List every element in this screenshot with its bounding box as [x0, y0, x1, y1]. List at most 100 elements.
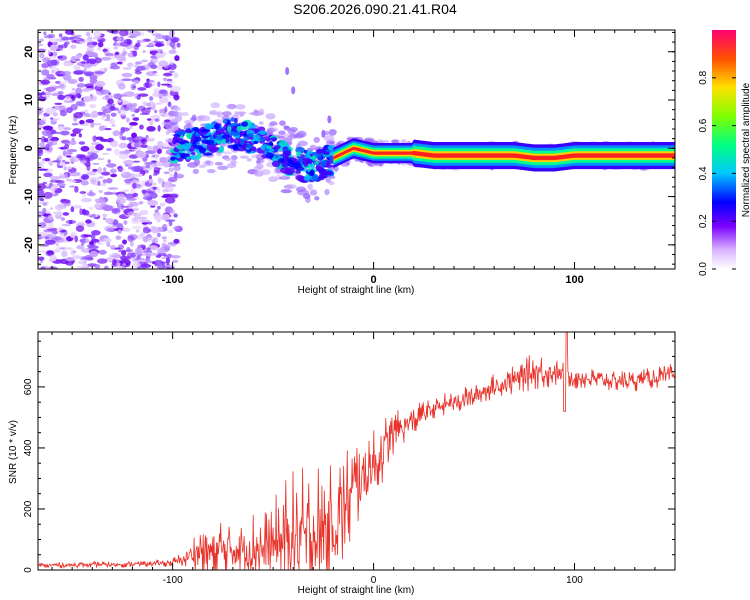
noise-blob — [121, 72, 133, 78]
noise-blob — [122, 159, 134, 165]
noise-blob — [86, 192, 96, 197]
noise-blob — [133, 79, 140, 84]
noise-blob — [59, 81, 68, 84]
noise-blob — [71, 96, 75, 100]
noise-blob — [142, 250, 153, 253]
noise-blob — [49, 175, 61, 181]
noise-blob — [111, 124, 116, 127]
core-blob — [227, 125, 232, 133]
noise-blob — [161, 242, 167, 248]
noise-blob — [164, 106, 168, 113]
noise-blob — [134, 197, 140, 200]
core-blob — [246, 144, 254, 149]
core-blob — [200, 129, 211, 133]
noise-blob — [86, 244, 95, 248]
noise-blob — [132, 50, 138, 57]
noise-blob — [130, 83, 137, 91]
noise-blob — [88, 206, 94, 210]
halo-blob — [258, 121, 264, 125]
noise-blob — [101, 96, 107, 100]
core-blob — [192, 127, 199, 132]
noise-blob — [169, 41, 176, 48]
halo-blob — [305, 196, 311, 203]
noise-blob — [118, 30, 129, 37]
noise-blob — [165, 80, 174, 84]
snr-ylabel: SNR (10 * v/v) — [8, 420, 19, 484]
noise-blob — [76, 154, 84, 159]
core-blob — [206, 144, 212, 151]
halo-blob — [191, 114, 197, 122]
noise-blob — [150, 192, 158, 199]
noise-blob — [64, 161, 71, 165]
noise-blob — [85, 156, 91, 163]
snr-xlabel: Height of straight line (km) — [298, 585, 415, 596]
noise-blob — [64, 96, 72, 102]
noise-blob — [162, 72, 173, 77]
halo-blob — [226, 163, 237, 169]
noise-blob — [158, 112, 164, 116]
noise-blob — [118, 249, 128, 253]
noise-blob — [106, 103, 116, 107]
noise-blob — [161, 236, 168, 240]
noise-blob — [172, 259, 179, 263]
noise-blob — [45, 210, 51, 214]
noise-blob — [52, 112, 58, 117]
core-blob — [265, 145, 272, 149]
noise-blob — [73, 34, 82, 38]
noise-blob — [41, 69, 50, 76]
noise-blob — [38, 192, 45, 197]
core-blob — [318, 174, 325, 181]
noise-blob — [167, 229, 174, 234]
noise-blob — [131, 165, 142, 173]
noise-blob — [110, 173, 118, 178]
noise-blob — [88, 95, 98, 102]
colorbar-tick-label: 0.2 — [698, 214, 709, 228]
halo-blob — [182, 112, 189, 117]
noise-blob — [44, 226, 54, 230]
noise-blob — [116, 94, 128, 97]
noise-blob — [83, 38, 94, 43]
noise-blob — [61, 223, 72, 227]
noise-blob — [63, 143, 70, 150]
core-blob — [176, 154, 181, 159]
halo-blob — [173, 165, 181, 172]
core-blob — [259, 137, 266, 142]
noise-blob — [107, 98, 114, 105]
noise-blob — [41, 94, 46, 97]
core-blob — [271, 160, 281, 168]
noise-blob — [64, 247, 74, 250]
noise-blob — [59, 110, 67, 117]
noise-blob — [52, 51, 58, 57]
snr-ticks: -100 0 100 0 200 400 600 — [23, 332, 676, 586]
noise-blob — [147, 146, 153, 151]
noise-blob — [42, 125, 54, 131]
noise-blob — [59, 185, 66, 188]
noise-blob — [168, 173, 174, 178]
noise-blob — [168, 49, 177, 55]
noise-blob — [142, 101, 147, 106]
noise-blob — [55, 210, 63, 216]
halo-blob — [324, 188, 330, 196]
noise-blob — [118, 83, 126, 90]
spectrogram-xlabel: Height of straight line (km) — [298, 285, 415, 296]
noise-blob — [48, 141, 54, 147]
noise-blob — [44, 148, 50, 151]
noise-blob — [118, 142, 128, 149]
noise-blob — [88, 176, 99, 183]
noise-blob — [162, 239, 167, 243]
halo-blob — [224, 157, 232, 162]
noise-blob — [129, 30, 141, 37]
core-blob — [309, 169, 315, 176]
noise-blob — [136, 216, 148, 220]
noise-blob — [43, 172, 53, 178]
noise-blob — [154, 209, 159, 213]
noise-blob — [169, 209, 176, 214]
noise-blob — [166, 253, 173, 259]
noise-blob — [114, 265, 123, 269]
noise-blob — [126, 62, 134, 68]
core-blob — [233, 143, 242, 148]
noise-blob — [119, 109, 127, 116]
noise-blob — [110, 112, 117, 117]
noise-blob — [80, 145, 90, 152]
noise-blob — [97, 41, 104, 48]
